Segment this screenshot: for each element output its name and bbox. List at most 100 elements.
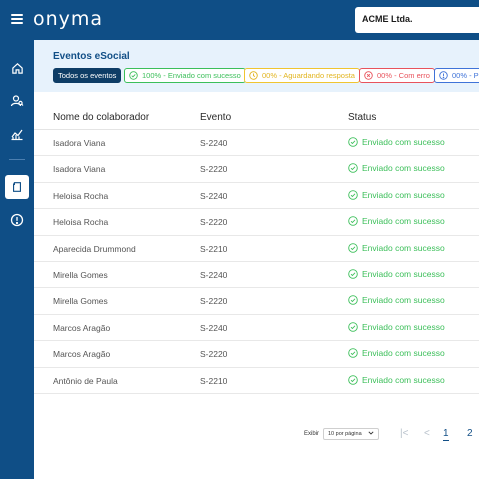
cell-event-code: S-2210 (200, 375, 228, 386)
check-circle-icon (348, 374, 358, 385)
check-circle-icon (348, 190, 358, 200)
document-icon[interactable] (5, 175, 29, 199)
check-circle-icon (348, 137, 358, 147)
page-1-button[interactable]: 1 (443, 428, 449, 441)
cell-event-code: S-2210 (200, 243, 228, 254)
check-circle-icon (129, 71, 138, 80)
app-logo: onyma (33, 8, 104, 30)
cell-event-code: S-2240 (200, 138, 228, 148)
filter-awaiting[interactable]: 00% - Aguardando resposta (244, 68, 360, 83)
per-page-label: Exibir (304, 431, 320, 437)
status-text: Enviado com sucesso (362, 269, 445, 279)
cell-employee-name: Mirella Gomes (53, 270, 108, 280)
table-row[interactable]: Mirella Gomes S-2220 Enviado com sucesso (34, 288, 479, 315)
column-header-status[interactable]: Status (348, 112, 377, 123)
cell-employee-name: Heloisa Rocha (53, 217, 109, 228)
events-header: Eventos eSocial Todos os eventos 100% - … (34, 40, 479, 92)
check-circle-icon (348, 216, 358, 226)
alert-icon[interactable] (5, 208, 29, 232)
status-text: Enviado com sucesso (362, 137, 445, 147)
cell-status: Enviado com sucesso (348, 163, 445, 173)
cell-employee-name: Marcos Aragão (53, 349, 111, 360)
x-circle-icon (364, 71, 373, 80)
cell-status: Enviado com sucesso (348, 322, 445, 332)
info-circle-icon (439, 71, 448, 80)
filter-all-events[interactable]: Todos os eventos (53, 68, 122, 83)
cell-event-code: S-2240 (200, 270, 228, 280)
status-text: Enviado com sucesso (362, 348, 445, 359)
status-text: Enviado com sucesso (362, 242, 445, 253)
table-row[interactable]: Isadora Viana S-2240 Enviado com sucesso (34, 130, 479, 157)
cell-employee-name: Aparecida Drummond (53, 243, 136, 254)
check-circle-icon (348, 295, 358, 306)
cell-employee-name: Marcos Aragão (53, 322, 111, 333)
filter-pending[interactable]: 00% - Pe (434, 68, 479, 83)
top-bar: onyma ACME Ltda. (0, 0, 479, 40)
page-title: Eventos eSocial (53, 51, 130, 62)
chevron-down-icon (368, 431, 374, 437)
table-header: Nome do colaborador Evento Status (34, 104, 479, 130)
cell-event-code: S-2240 (200, 322, 228, 333)
check-circle-icon (348, 242, 358, 253)
clock-icon (249, 71, 258, 80)
status-text: Enviado com sucesso (362, 189, 445, 200)
cell-employee-name: Isadora Viana (53, 138, 106, 148)
cell-status: Enviado com sucesso (348, 216, 445, 226)
cell-employee-name: Antônio de Paula (53, 375, 118, 386)
check-circle-icon (348, 163, 358, 174)
status-text: Enviado com sucesso (362, 216, 445, 227)
check-circle-icon (348, 322, 358, 332)
status-text: Enviado com sucesso (362, 374, 445, 385)
cell-status: Enviado com sucesso (348, 190, 445, 200)
per-page-select[interactable]: 10 por página (323, 428, 379, 440)
check-circle-icon (348, 269, 358, 279)
column-header-name[interactable]: Nome do colaborador (53, 112, 150, 123)
first-page-button[interactable]: |< (400, 428, 409, 439)
table-row[interactable]: Heloisa Rocha S-2240 Enviado com sucesso (34, 183, 479, 210)
filter-label: 00% - Pe (452, 71, 479, 80)
cell-employee-name: Mirella Gomes (53, 296, 108, 307)
home-icon[interactable] (5, 56, 29, 80)
table-row[interactable]: Mirella Gomes S-2240 Enviado com sucesso (34, 262, 479, 289)
column-header-event[interactable]: Evento (200, 112, 232, 123)
cell-status: Enviado com sucesso (348, 295, 445, 305)
filter-label: 00% - Aguardando resposta (262, 71, 355, 80)
table-row[interactable]: Marcos Aragão S-2240 Enviado com sucesso (34, 315, 479, 342)
cell-event-code: S-2220 (200, 296, 228, 307)
table-row[interactable]: Antônio de Paula S-2210 Enviado com sucess… (34, 368, 479, 394)
chart-icon[interactable] (5, 122, 29, 146)
cell-status: Enviado com sucesso (348, 137, 445, 147)
users-search-icon[interactable] (5, 89, 29, 113)
page-2-button[interactable]: 2 (467, 428, 473, 439)
sidebar (0, 40, 34, 479)
table-row[interactable]: Aparecida Drummond S-2210 Enviado com suce… (34, 236, 479, 262)
table-row[interactable]: Heloisa Rocha S-2220 Enviado com sucesso (34, 209, 479, 236)
cell-status: Enviado com sucesso (348, 269, 445, 279)
status-text: Enviado com sucesso (362, 295, 445, 306)
cell-status: Enviado com sucesso (348, 243, 445, 253)
menu-icon[interactable] (11, 14, 23, 24)
company-selector[interactable]: ACME Ltda. (355, 7, 479, 33)
previous-page-button[interactable]: < (424, 428, 430, 439)
filter-label: Todos os eventos (58, 71, 117, 80)
per-page-value: 10 por página (328, 431, 362, 437)
pagination: Exibir 10 por página |< < 1 2 (0, 428, 479, 442)
filter-label: 00% - Com erro (377, 71, 430, 80)
sidebar-divider (9, 159, 25, 160)
cell-event-code: S-2220 (200, 349, 228, 360)
cell-status: Enviado com sucesso (348, 348, 445, 358)
filter-success[interactable]: 100% - Enviado com sucesso (124, 68, 246, 83)
cell-event-code: S-2220 (200, 217, 228, 228)
cell-employee-name: Heloisa Rocha (53, 190, 109, 201)
cell-status: Enviado com sucesso (348, 375, 445, 385)
table-row[interactable]: Isadora Viana S-2220 Enviado com sucesso (34, 156, 479, 183)
status-text: Enviado com sucesso (362, 163, 445, 174)
check-circle-icon (348, 348, 358, 358)
cell-event-code: S-2220 (200, 164, 228, 175)
filter-label: 100% - Enviado com sucesso (142, 71, 241, 80)
table-row[interactable]: Marcos Aragão S-2220 Enviado com sucesso (34, 341, 479, 368)
status-text: Enviado com sucesso (362, 321, 445, 332)
filter-error[interactable]: 00% - Com erro (359, 68, 435, 83)
cell-employee-name: Isadora Viana (53, 164, 106, 175)
cell-event-code: S-2240 (200, 190, 228, 201)
